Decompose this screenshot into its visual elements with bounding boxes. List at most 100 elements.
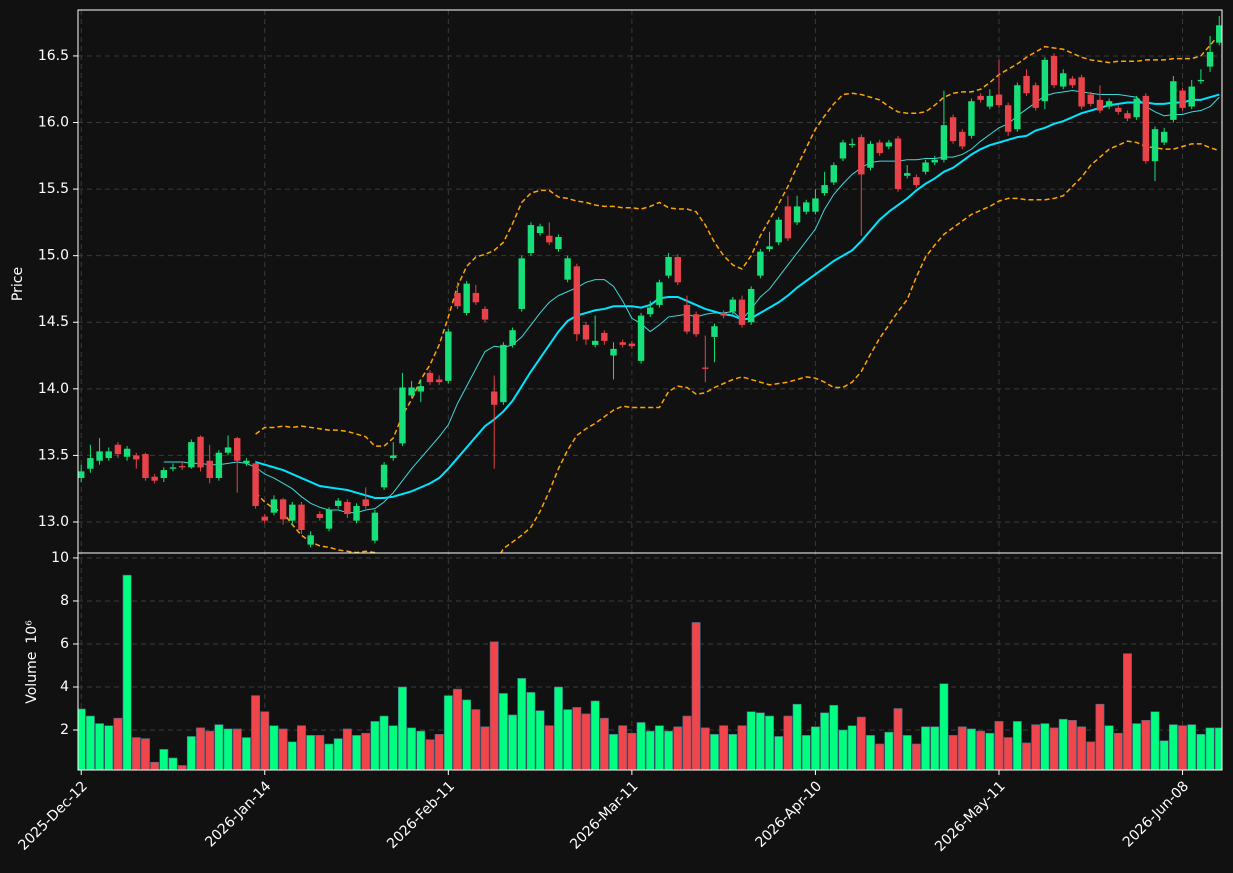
candle-body	[261, 516, 268, 521]
volume-bar	[1178, 725, 1187, 770]
candle-body	[1096, 99, 1104, 111]
candle-body	[344, 502, 351, 514]
candle-body	[1032, 85, 1039, 108]
candle-body	[380, 464, 388, 488]
volume-bar	[1150, 711, 1160, 770]
volume-bar	[315, 735, 325, 770]
candle-body	[931, 159, 938, 163]
volume-bar	[884, 731, 894, 770]
candle-body	[922, 162, 929, 172]
volume-bar	[563, 709, 573, 770]
volume-bar	[599, 717, 609, 770]
candle-body	[142, 454, 149, 479]
candle-body	[885, 142, 893, 147]
candle-body	[1142, 95, 1150, 162]
candle-body	[105, 451, 112, 459]
volume-bar	[462, 699, 472, 770]
candle-body	[279, 499, 287, 520]
volume-bar	[186, 736, 196, 770]
candle-body	[1069, 78, 1076, 86]
volume-bar	[1095, 703, 1105, 770]
volume-bar	[1058, 718, 1068, 770]
candle-body	[619, 342, 626, 345]
candle-body	[546, 235, 553, 243]
candle-body	[848, 143, 856, 146]
volume-bar	[829, 704, 839, 770]
volume-bar	[1205, 727, 1215, 770]
candle-body	[1087, 94, 1094, 104]
volume-bar	[838, 729, 848, 770]
volume-bar	[287, 741, 297, 770]
y-tick-label: 15.0	[38, 248, 69, 264]
candle-body	[1188, 86, 1195, 107]
overlay-line	[255, 93, 1220, 500]
candle-body	[1004, 105, 1012, 132]
volume-bar	[85, 715, 95, 770]
candle-body	[151, 476, 158, 481]
candle-body	[527, 225, 535, 254]
candle-body	[720, 312, 727, 316]
volume-bar	[930, 726, 940, 770]
volume-bar	[801, 735, 811, 770]
volume-bar	[150, 761, 160, 770]
volume-panel	[78, 574, 1222, 770]
candle-body	[417, 386, 424, 392]
candle-body	[656, 282, 663, 305]
volume-bar	[251, 695, 261, 770]
candle-body	[188, 442, 195, 468]
y-tick-label: 16.5	[38, 48, 69, 64]
volume-bar	[260, 711, 270, 770]
candle-body	[949, 117, 957, 142]
volume-bar	[921, 726, 930, 770]
candle-body	[812, 198, 819, 212]
volume-bar	[535, 710, 545, 770]
candle-body	[87, 458, 94, 469]
candle-body	[564, 258, 571, 280]
candle-body	[903, 173, 911, 176]
volume-bar	[792, 703, 802, 770]
candle-body	[133, 455, 140, 460]
candle-body	[454, 292, 461, 307]
candle-body	[123, 448, 131, 457]
candle-body	[1041, 59, 1049, 102]
candle-body	[793, 206, 801, 223]
volume-bar	[994, 721, 1004, 770]
candle-body	[1179, 90, 1186, 108]
candle-body	[601, 332, 608, 341]
volume-bar	[352, 735, 361, 770]
volume-bar	[664, 730, 674, 770]
y-tick-label: 13.0	[38, 514, 69, 530]
candle-body	[353, 505, 360, 521]
volume-bar	[554, 686, 563, 770]
volume-bar	[425, 739, 435, 770]
volume-bar	[1132, 723, 1142, 770]
candle-body	[536, 226, 544, 234]
volume-bar	[342, 728, 352, 770]
volume-bar	[1040, 723, 1050, 770]
volume-bar	[205, 730, 215, 770]
volume-bar	[847, 725, 857, 770]
volume-bar	[241, 737, 251, 770]
volume-bar	[1049, 727, 1059, 770]
volume-bar	[278, 728, 288, 770]
volume-bar	[774, 736, 784, 770]
candle-body	[573, 266, 581, 335]
volume-bar	[1067, 720, 1077, 770]
candle-body	[334, 500, 342, 506]
candle-body	[1170, 81, 1177, 120]
y-tick-label: 13.5	[38, 447, 69, 463]
volume-bar	[1104, 725, 1114, 770]
candle-body	[821, 185, 828, 194]
volume-bar	[719, 725, 729, 770]
candle-body	[215, 452, 223, 479]
volume-bar	[1159, 740, 1169, 770]
candle-body	[1151, 129, 1159, 162]
volume-bar	[911, 743, 921, 770]
price-axis-label: Price	[10, 267, 26, 301]
volume-bar	[526, 692, 536, 770]
volume-bar	[232, 728, 242, 770]
candle-body	[96, 451, 103, 461]
candle-body	[757, 251, 764, 276]
candle-body	[78, 471, 85, 479]
volume-bar	[572, 707, 582, 770]
